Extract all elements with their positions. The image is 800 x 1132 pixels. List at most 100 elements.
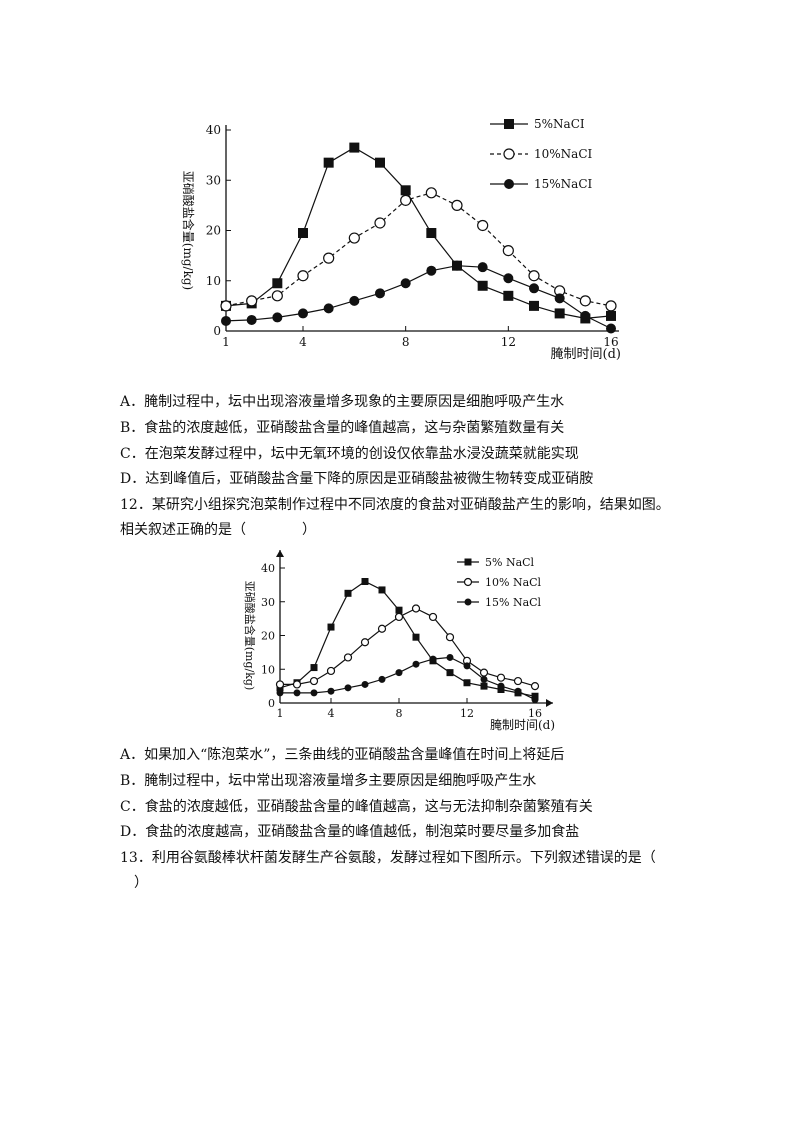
question-12-stem-cont: 相关叙述正确的是（ ） xyxy=(120,522,316,538)
data-point xyxy=(360,638,370,647)
data-point xyxy=(529,283,539,294)
data-point xyxy=(298,308,308,319)
x-tick-label: 16 xyxy=(528,707,542,720)
data-point xyxy=(375,157,385,168)
data-point xyxy=(497,682,505,690)
chart-2: 0 10 20 30 40 1 4 8 12 16 腌制时间(d) 亚硝酸盐含量(mg/kg) 5% N… xyxy=(232,545,572,745)
data-point xyxy=(377,624,387,633)
data-point xyxy=(361,578,369,585)
chart-1: 0 10 20 30 40 1 4 8 12 16 腌制时间(d) 亚硝酸盐含量(mg/kg) 5%Na… xyxy=(170,110,640,370)
x-tick-label: 1 xyxy=(222,335,230,349)
x-axis-label: 腌制时间(d) xyxy=(551,347,621,362)
y-tick-label: 30 xyxy=(206,173,221,187)
x-axis-label: 腌制时间(d) xyxy=(490,718,555,732)
data-point xyxy=(323,303,334,314)
option-d-q11: D．达到峰值后，亚硝酸盐含量下降的原因是亚硝酸盐被微生物转变成亚硝胺 xyxy=(120,471,594,487)
data-point xyxy=(395,669,403,677)
data-point xyxy=(606,323,616,334)
data-point xyxy=(528,270,540,282)
x-tick-label: 8 xyxy=(402,335,410,349)
legend-label: 15% NaCl xyxy=(485,596,542,609)
data-point xyxy=(479,668,489,677)
data-point xyxy=(323,157,334,168)
data-point xyxy=(375,288,385,299)
x-tick-label: 1 xyxy=(277,707,284,720)
data-point xyxy=(496,673,506,682)
legend-label: 5% NaCl xyxy=(485,556,535,569)
data-point xyxy=(477,219,489,232)
data-point xyxy=(275,680,285,689)
data-point xyxy=(463,662,471,670)
data-point xyxy=(446,669,454,677)
y-axis-arrow xyxy=(276,550,284,557)
data-point xyxy=(276,689,284,697)
data-point xyxy=(426,265,437,276)
data-point xyxy=(451,199,463,211)
x-tick-label: 8 xyxy=(396,707,403,720)
data-point xyxy=(361,680,369,688)
data-point xyxy=(463,577,473,587)
data-point xyxy=(428,612,438,622)
data-point xyxy=(412,660,420,668)
y-tick-label: 0 xyxy=(268,697,275,710)
data-point xyxy=(400,185,411,196)
data-point xyxy=(464,598,472,606)
data-point xyxy=(310,689,318,697)
x-tick-label: 12 xyxy=(460,707,474,720)
data-point xyxy=(429,655,437,663)
data-point xyxy=(348,232,360,244)
x-axis-arrow xyxy=(546,699,553,707)
legend-label: 15%NaCI xyxy=(534,177,593,191)
data-point xyxy=(554,293,565,304)
data-point xyxy=(400,194,412,206)
data-point xyxy=(394,612,404,622)
data-point xyxy=(477,280,488,291)
data-point xyxy=(580,310,591,321)
data-point xyxy=(378,675,386,683)
y-tick-label: 30 xyxy=(261,596,275,609)
data-point xyxy=(272,312,283,323)
data-point xyxy=(503,290,514,301)
data-point xyxy=(221,315,231,326)
data-point xyxy=(411,604,421,613)
data-point xyxy=(452,260,462,271)
data-point xyxy=(412,633,420,641)
data-point xyxy=(349,142,360,153)
y-tick-label: 0 xyxy=(213,324,221,338)
data-point xyxy=(464,558,472,566)
series-line xyxy=(280,607,536,687)
data-point xyxy=(480,682,488,690)
y-tick-label: 40 xyxy=(206,123,221,137)
series-line xyxy=(280,656,536,701)
legend-label: 5%NaCI xyxy=(534,117,585,131)
data-point xyxy=(530,682,540,691)
data-point xyxy=(554,308,565,319)
data-point xyxy=(378,586,386,594)
data-point xyxy=(514,687,522,695)
option-a-q12: A．如果加入“陈泡菜水”，三条曲线的亚硝酸盐含量峰值在时间上将延后 xyxy=(120,747,565,763)
data-point xyxy=(349,295,360,306)
y-tick-label: 10 xyxy=(261,663,275,676)
data-point xyxy=(344,589,352,597)
data-point xyxy=(400,278,411,289)
data-point xyxy=(502,245,514,257)
data-point xyxy=(529,300,539,311)
data-point xyxy=(327,687,335,695)
data-point xyxy=(246,314,257,325)
data-point xyxy=(503,273,514,284)
data-point xyxy=(579,295,591,307)
y-tick-label: 40 xyxy=(261,562,275,575)
data-point xyxy=(477,262,488,273)
option-a-q11: A．腌制过程中，坛中出现溶液量增多现象的主要原因是细胞呼吸产生水 xyxy=(120,394,565,410)
data-point xyxy=(426,228,437,239)
series-line xyxy=(225,146,612,320)
data-point xyxy=(445,633,455,642)
x-tick-label: 4 xyxy=(299,335,307,349)
question-13-stem: 13．利用谷氨酸棒状杆菌发酵生产谷氨酸，发酵过程如下图所示。下列叙述错误的是（ xyxy=(120,850,656,866)
data-point xyxy=(293,689,301,697)
data-point xyxy=(343,653,353,662)
x-tick-label: 4 xyxy=(328,707,335,720)
series-line xyxy=(225,192,612,307)
option-b-q12: B．腌制过程中，坛中常出现溶液量增多主要原因是细胞呼吸产生水 xyxy=(120,773,537,789)
